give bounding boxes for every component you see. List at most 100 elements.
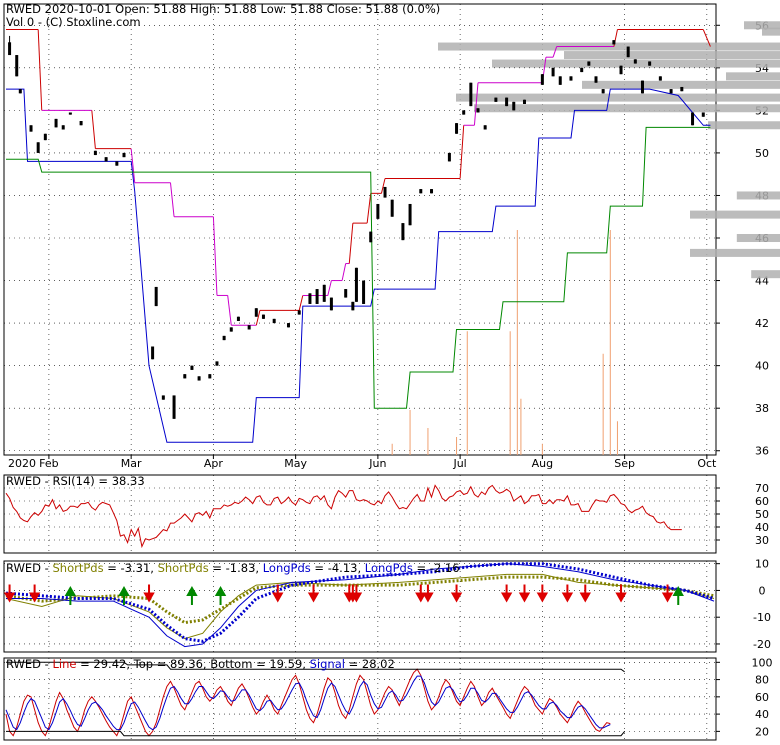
x-axis-label: Aug — [532, 457, 553, 470]
stoch-title-part: Bottom — [210, 657, 252, 671]
stoch-ytick-label: 20 — [755, 725, 769, 738]
price-ytick-label: 40 — [755, 360, 769, 373]
candle-body — [43, 133, 47, 141]
candle-body — [8, 42, 12, 56]
candle-body — [197, 376, 201, 381]
mas-ytick-label: 0 — [759, 584, 766, 597]
sell-arrow-icon — [450, 584, 463, 603]
candle-body — [297, 310, 301, 315]
mas-title-part: ShortPds — [158, 561, 209, 575]
rsi-ytick-label: 30 — [755, 534, 769, 547]
sell-arrow-icon — [3, 584, 16, 603]
candle-body — [36, 142, 40, 153]
candle-body — [15, 55, 19, 77]
candle-body — [247, 325, 251, 330]
mas-title-part: RWED - — [6, 561, 52, 575]
candle-body — [648, 61, 652, 66]
sell-arrow-icon — [350, 584, 363, 603]
candle-body — [669, 89, 673, 94]
stoch-ytick-label: 60 — [755, 691, 769, 704]
rsi-ytick-label: 70 — [755, 482, 769, 495]
stoch-title-part: RWED - — [6, 657, 52, 671]
candle-body — [587, 61, 591, 66]
price-header: RWED 2020-10-01 Open: 51.88 High: 51.88 … — [6, 2, 440, 16]
upper-channel-line — [227, 295, 232, 326]
stoch-ytick-label: 80 — [755, 674, 769, 687]
candle-body — [354, 267, 358, 302]
stochastic-panel: 100 80 60 40 20 RWED - Line = 29.42, Top = 89… — [3, 656, 773, 741]
upper-channel-line — [255, 310, 261, 326]
upper-channel-line — [169, 182, 175, 217]
price-ytick-label: 36 — [755, 445, 769, 458]
stoch-ytick-label: 40 — [755, 708, 769, 721]
sell-arrow-icon — [561, 584, 574, 603]
candle-body — [229, 327, 233, 332]
candle-body — [261, 314, 265, 319]
upper-channel-line — [459, 125, 465, 179]
candle-body — [494, 97, 498, 102]
candle-body — [286, 323, 290, 328]
candle-body — [54, 118, 58, 128]
upper-channel-line — [473, 82, 479, 126]
mas-ytick-label: -20 — [753, 638, 771, 651]
candle-body — [362, 280, 366, 304]
sell-arrow-icon — [661, 584, 674, 603]
candle-body — [612, 40, 616, 45]
candle-body — [190, 365, 194, 370]
candle-body — [680, 86, 684, 92]
stoch-title-part: = 28.02 — [345, 657, 395, 671]
upper-channel-line — [130, 148, 136, 183]
candle-body — [601, 89, 605, 94]
x-axis-label: Sep — [614, 457, 635, 470]
candle-body — [430, 189, 434, 194]
candle-body — [236, 316, 240, 321]
mas-ytick-label: 10 — [755, 558, 769, 571]
stoch-title-part: = 29.42, — [76, 657, 133, 671]
volume-profile-bar — [744, 21, 780, 30]
upper-channel-line — [37, 29, 43, 111]
stoch-frame — [3, 657, 717, 741]
candle-body — [383, 186, 387, 198]
candle-body — [61, 125, 65, 130]
x-axis-label: Apr — [204, 457, 224, 470]
stoch-title-part: = 89.36, — [153, 657, 210, 671]
rsi-ytick-label: 50 — [755, 508, 769, 521]
x-axis-label: May — [284, 457, 307, 470]
mas-title-part: = -4.13, — [311, 561, 365, 575]
shortpds-line — [5, 573, 715, 640]
price-ytick-label: 38 — [755, 402, 769, 415]
mas-ytick-label: -10 — [753, 611, 771, 624]
candle-body — [369, 231, 373, 243]
longpds-line — [6, 563, 715, 648]
candle-body — [640, 80, 644, 94]
price-subheader: Vol 0 - (C) Stoxline.com — [6, 15, 141, 29]
candle-body — [272, 318, 276, 324]
dotted-shortpds-line — [5, 575, 715, 625]
candle-body — [104, 157, 108, 162]
volume-profile-bar — [474, 104, 780, 113]
upper-channel-line — [212, 216, 218, 296]
x-axis-label: 2020 — [8, 457, 36, 470]
candle-body — [254, 308, 258, 317]
candle-body — [151, 346, 155, 360]
candle-body — [580, 67, 584, 73]
sell-arrow-icon — [500, 584, 513, 603]
candle-body — [154, 286, 158, 307]
candle-body — [344, 289, 348, 298]
candle-body — [505, 97, 509, 107]
candle-body — [619, 65, 623, 75]
sell-arrow-icon — [536, 584, 549, 603]
volume-profile-bar — [726, 72, 780, 81]
buy-arrow-icon — [64, 585, 77, 605]
volume-profile-bar — [736, 234, 780, 243]
sell-arrow-icon — [28, 584, 41, 603]
candle-body — [447, 152, 451, 162]
candle-body — [569, 76, 573, 81]
volume-profile-bar — [456, 93, 780, 102]
mas-title-part: = -3.31, — [104, 561, 158, 575]
candle-body — [390, 199, 394, 217]
upper-channel-line — [552, 46, 558, 58]
upper-channel-line — [366, 193, 372, 224]
candle-body — [462, 110, 466, 115]
